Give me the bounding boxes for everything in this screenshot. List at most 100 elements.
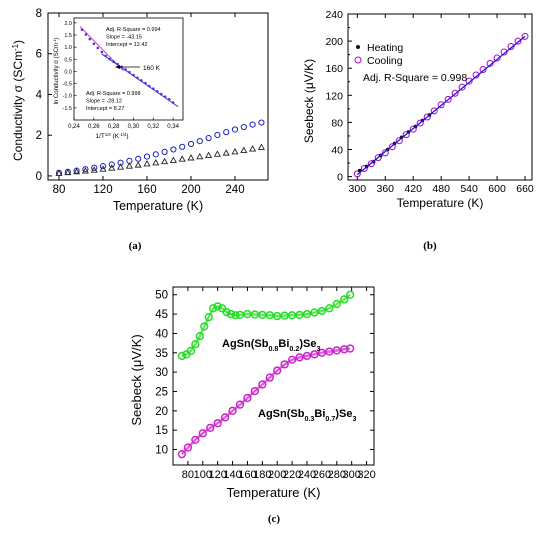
data-point-triangle <box>222 149 230 156</box>
data-point-series-1 <box>200 322 209 331</box>
x-tick-label: 160 <box>238 469 256 481</box>
y-axis-label-part: ) <box>11 40 25 44</box>
inset-data-point <box>128 70 131 74</box>
data-point-series-2 <box>243 393 252 403</box>
data-point-circle <box>240 123 247 131</box>
x-tick-label: 180 <box>253 469 271 481</box>
inset-y-axis-label-part: ln Conductivity σ (SCm <box>54 43 60 104</box>
inset-data-point <box>144 81 147 85</box>
x-tick-label: 320 <box>357 469 375 481</box>
data-point-series-2 <box>206 423 215 433</box>
data-point-circle <box>91 164 98 171</box>
data-point-cooling <box>360 164 368 172</box>
x-tick-label: 140 <box>223 469 241 481</box>
x-tick-label: 200 <box>181 184 200 196</box>
inset-x-axis-label-part: (K <box>111 133 120 140</box>
data-point-circle <box>249 121 256 128</box>
data-point-circle <box>179 143 186 150</box>
label-series-1: AgSn(Sb0.8Bi0.2)Se3 <box>222 338 320 353</box>
data-point-series-2 <box>228 406 237 415</box>
inset-data-point <box>140 79 143 82</box>
data-point-cooling <box>458 83 466 91</box>
inset-data-point <box>155 90 159 93</box>
data-point-cooling <box>507 43 515 51</box>
data-point-cooling <box>430 107 438 115</box>
data-point-circle <box>99 163 107 170</box>
inset-fit1-text: Intercept = 12.42 <box>106 42 147 48</box>
y-tick-label: 4 <box>36 89 43 101</box>
data-point-triangle <box>143 159 151 167</box>
panel-c-frame <box>172 286 375 466</box>
y-axis-label-part: -1 <box>11 44 20 51</box>
data-point-series-2 <box>250 386 260 396</box>
y-axis-label: Conductivity σ (SCm-1) <box>11 40 26 161</box>
inset-data-point <box>88 37 92 41</box>
y-tick-label: 200 <box>325 36 343 48</box>
y-tick-label: 2 <box>36 130 42 142</box>
label-series-2-part: Bi <box>314 408 325 420</box>
y-tick-label: 20 <box>155 406 168 418</box>
inset-y-tick-label: -1.0 <box>63 94 72 100</box>
y-tick-label: 35 <box>155 348 168 360</box>
data-point-series-2 <box>235 400 245 409</box>
data-point-cooling <box>493 54 501 62</box>
data-point-series-2 <box>177 450 187 459</box>
inset-data-point <box>104 54 108 58</box>
data-point-cooling <box>353 170 361 178</box>
panel-label: (b) <box>423 240 437 252</box>
data-point-cooling <box>521 32 529 40</box>
data-point-cooling <box>416 119 424 127</box>
data-point-triangle <box>108 164 116 171</box>
label-series-2-part: AgSn(Sb <box>258 408 305 420</box>
inset-y-tick-label: 0.0 <box>64 69 72 75</box>
legend-marker-heating <box>356 45 360 49</box>
x-tick-label: 360 <box>377 183 395 195</box>
inset-data-point <box>80 28 84 31</box>
panel-a-frame <box>47 12 269 181</box>
inset-x-tick-label: 0,30 <box>128 124 140 130</box>
x-axis-label: Temperature (K) <box>227 485 321 500</box>
data-point-series-2 <box>191 435 200 444</box>
data-point-circle <box>258 119 265 126</box>
y-tick-label: 0 <box>36 171 42 183</box>
data-point-cooling <box>479 66 487 74</box>
inset: 0,24 0,26 0,28 0,30 0,32 0,34 2.0 1.5 1.0 0.5 0.0 -… <box>52 17 184 140</box>
x-tick-label: 300 <box>342 469 360 481</box>
x-tick-label: 420 <box>404 183 422 195</box>
y-tick-label: 160 <box>325 63 343 75</box>
legend-marker-cooling <box>354 56 362 64</box>
label-series-2-part: 3 <box>352 415 356 423</box>
y-tick-label: 30 <box>155 367 168 379</box>
data-point-circle <box>196 138 203 145</box>
y-tick-label: 120 <box>325 90 343 102</box>
x-tick-label: 260 <box>313 469 331 481</box>
inset-x-axis-label-part: 1/4 <box>105 132 112 137</box>
data-point-circle <box>223 129 230 136</box>
data-point-series-1 <box>204 313 213 322</box>
y-tick-label: 0 <box>337 172 343 184</box>
data-point-circle <box>205 134 212 142</box>
inset-fit1-text: Adj. R-Square = 0.994 <box>106 27 161 33</box>
panel-b-frame <box>347 13 533 181</box>
data-point-triangle <box>178 155 186 162</box>
y-axis-label: Seebeck (μV/K) <box>302 59 316 143</box>
x-tick-label: 660 <box>516 183 534 195</box>
label-series-2-part: 0.3 <box>304 415 314 423</box>
legend-label-cooling: Cooling <box>367 55 403 67</box>
y-tick-label: 15 <box>155 425 168 437</box>
data-point-cooling <box>514 37 522 45</box>
inset-data-point <box>112 60 115 64</box>
y-tick-label: 240 <box>325 9 343 21</box>
data-point-cooling <box>402 131 410 139</box>
data-point-series-2 <box>213 419 222 428</box>
y-axis-label-part: Conductivity σ (SCm <box>11 51 25 161</box>
inset-data-point <box>136 76 139 80</box>
inset-data-point <box>148 84 151 88</box>
data-point-cooling <box>409 125 417 133</box>
x-tick-label: 540 <box>460 183 478 195</box>
inset-data-point <box>92 42 96 46</box>
x-tick-label: 300 <box>349 183 367 195</box>
data-point-triangle <box>125 162 133 169</box>
fit-annotation: Adj. R-Square = 0.998 <box>363 72 467 84</box>
inset-y-tick-label: 0.5 <box>64 57 72 63</box>
